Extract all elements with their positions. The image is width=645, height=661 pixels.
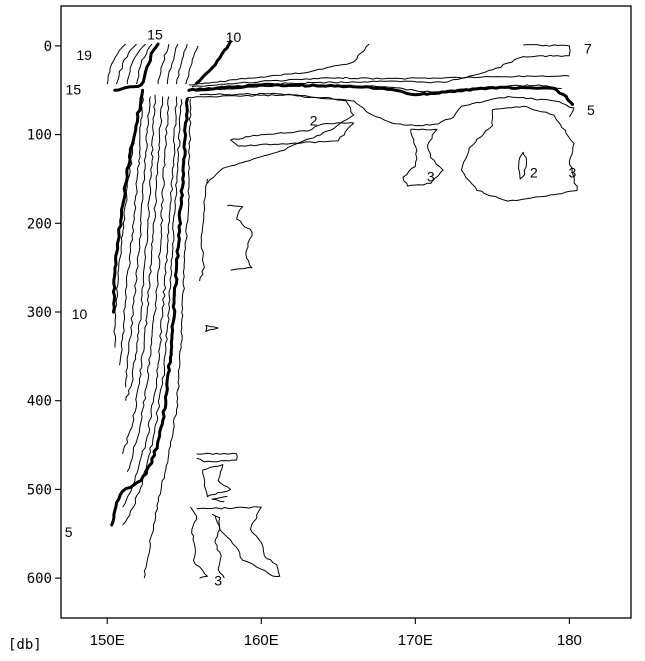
contour-line-3 (202, 464, 231, 497)
contour-line-11 (185, 45, 199, 85)
contour-line-13 (166, 43, 179, 85)
contour-line-10 (111, 88, 145, 314)
contour-line-14 (157, 44, 170, 85)
plot-frame (60, 5, 632, 619)
x-tick-label: 160E (244, 632, 279, 649)
y-unit-label: [db] (8, 637, 42, 653)
contour-line-3 (196, 452, 238, 463)
contour-label: 3 (214, 573, 222, 589)
x-tick-label: 150E (90, 632, 125, 649)
contour-label: 5 (65, 524, 73, 540)
contour-line-12 (125, 96, 151, 388)
y-tick-label: 0 (44, 39, 52, 55)
contour-label: 3 (427, 168, 435, 184)
contour-line-5 (187, 82, 574, 106)
contour-line-3 (196, 506, 281, 577)
contour-line-10 (195, 40, 232, 85)
contour-line-6 (122, 99, 183, 526)
contour-label: 2 (530, 165, 538, 181)
contour-line-18 (116, 43, 137, 85)
y-tick-label: 200 (27, 216, 52, 232)
contour-label: 15 (147, 26, 163, 42)
contour-line-12 (176, 43, 188, 85)
x-tick-label: 180 (557, 632, 582, 649)
contour-line-3 (189, 506, 208, 579)
contour-line-9 (122, 96, 164, 455)
contour-line-7 (196, 44, 571, 90)
contour-line-9 (188, 43, 370, 86)
contour-label: 3 (569, 165, 577, 181)
contour-line-17 (126, 43, 147, 85)
contour-line-11 (125, 94, 156, 401)
contour-line-19 (106, 43, 127, 85)
contour-line-14 (113, 94, 142, 348)
x-axis: 150E 160E 170E 180 (90, 618, 582, 649)
y-tick-label: 300 (27, 305, 52, 321)
contour-label: 19 (76, 47, 92, 63)
contour-line-13 (119, 96, 144, 366)
contour-line-4 (187, 93, 575, 127)
contour-labels: 19 15 10 7 15 2 5 3 2 3 10 5 3 (65, 26, 595, 588)
contour-label: 10 (72, 306, 88, 322)
contour-line-2 (518, 151, 527, 180)
contour-label: 15 (66, 81, 82, 97)
contour-line-5 (110, 97, 189, 527)
contour-line-15 (113, 42, 160, 92)
contour-line-3 (227, 204, 253, 271)
contour-line-4 (143, 99, 192, 579)
contour-line-3 (205, 324, 219, 332)
contour-line-8 (126, 96, 170, 472)
y-tick-label: 600 (27, 571, 52, 587)
contour-label: 7 (584, 41, 592, 57)
y-axis: 0 100 200 300 400 500 600 (27, 39, 61, 587)
y-tick-label: 400 (27, 394, 52, 410)
y-tick-label: 100 (27, 128, 52, 144)
y-tick-label: 500 (27, 482, 52, 498)
contour-line-3 (214, 515, 225, 579)
contour-line-3 (199, 178, 208, 282)
contour-line-8 (191, 75, 570, 88)
contour-label: 2 (310, 112, 318, 128)
contour-lines (106, 40, 578, 579)
contour-line-3 (402, 128, 444, 187)
contour-line-2 (230, 122, 355, 147)
contour-line-16 (136, 43, 153, 85)
contour-line-3 (199, 92, 355, 184)
contour-label: 10 (226, 29, 242, 45)
contour-label: 5 (587, 102, 595, 118)
contour-line-7 (122, 96, 178, 508)
contour-line-3 (211, 496, 228, 503)
contour-line-3 (461, 105, 578, 202)
x-tick-label: 170E (398, 632, 433, 649)
